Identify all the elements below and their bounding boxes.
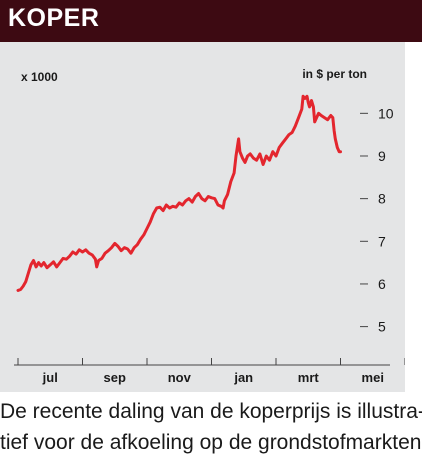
x-tick-label: nov [168, 370, 192, 385]
y-tick-label: 5 [378, 319, 386, 335]
x-axis-ticks: jul sep nov jan mrt mei [17, 358, 405, 385]
y-tick-label: 9 [378, 148, 386, 164]
y-unit-label-right: in $ per ton [302, 67, 367, 81]
chart-panel: 5 6 7 8 9 10 jul sep nov jan mrt mei x 1000 in $ p… [0, 42, 405, 392]
y-tick-label: 6 [378, 276, 386, 292]
caption-line-2: tief voor de afkoeling op de grondstofma… [0, 431, 422, 454]
chart-title: KOPER [8, 4, 100, 32]
caption-line-1: De recente daling van de koperprijs is i… [0, 400, 422, 423]
y-tick-label: 7 [378, 233, 386, 249]
x-tick-label: sep [104, 370, 126, 385]
line-chart: 5 6 7 8 9 10 jul sep nov jan mrt mei x 1000 in $ p… [14, 67, 405, 385]
x-tick-label: mei [362, 370, 384, 385]
caption: De recente daling van de koperprijs is i… [0, 396, 422, 458]
x-tick-label: mrt [298, 370, 320, 385]
y-unit-label: x 1000 [21, 70, 58, 84]
y-axis-ticks: 5 6 7 8 9 10 [360, 105, 394, 335]
x-tick-label: jan [233, 370, 253, 385]
y-tick-label: 8 [378, 191, 386, 207]
y-tick-label: 10 [378, 105, 394, 121]
x-tick-label: jul [42, 370, 58, 385]
series-line-copper [16, 94, 342, 292]
header-bar: KOPER [0, 0, 422, 42]
